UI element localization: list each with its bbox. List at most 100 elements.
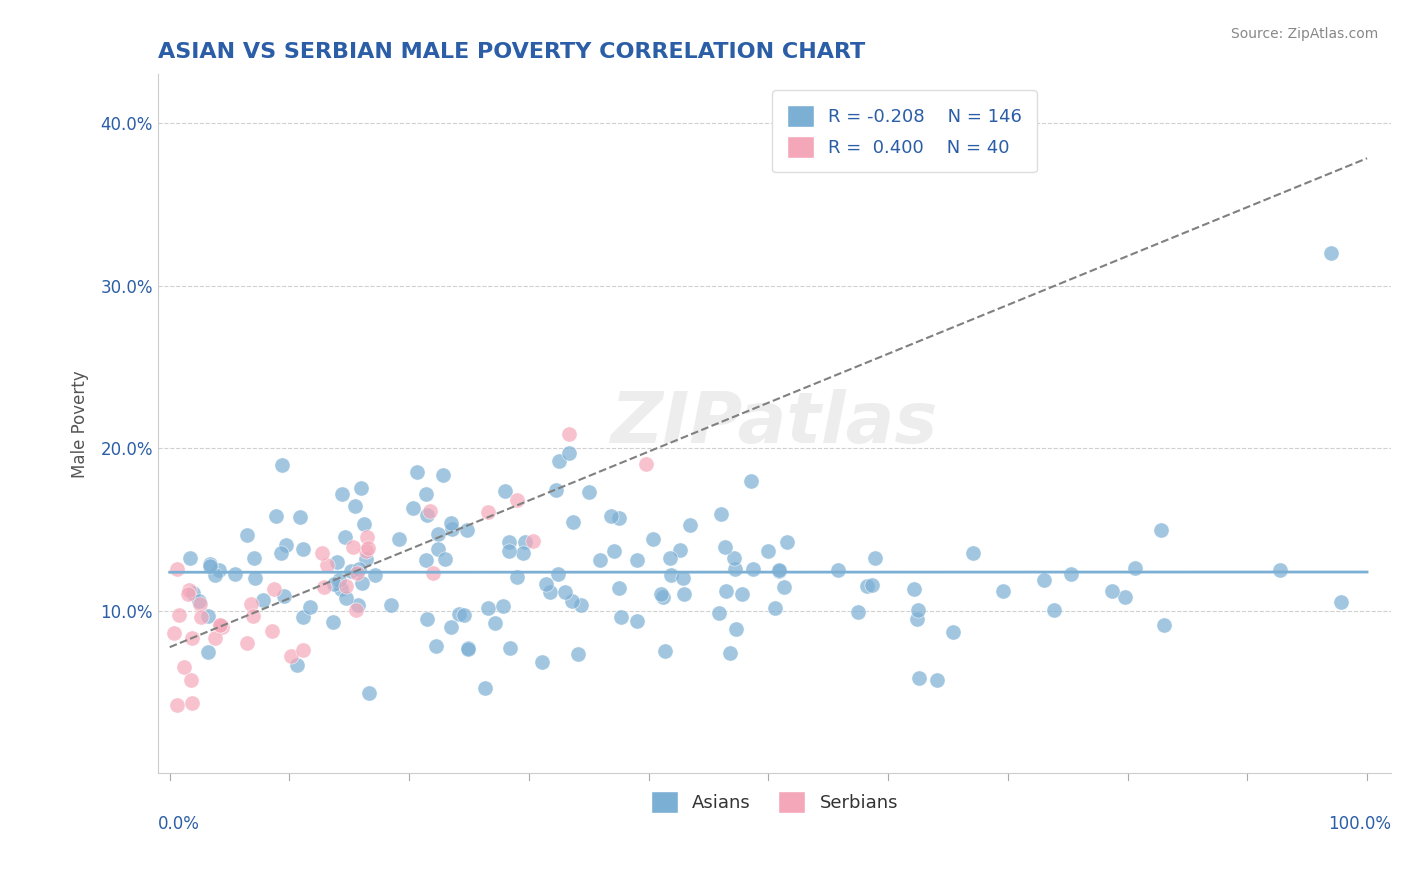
Point [659,551,682,566]
Point [1032,573,1054,587]
Point [522,533,544,548]
Point [477,601,499,615]
Point [425,639,447,653]
Point [415,487,437,501]
Point [188,597,211,611]
Point [609,609,631,624]
Point [724,622,747,636]
Point [329,582,352,597]
Point [673,587,696,601]
Point [439,516,461,531]
Point [208,563,231,577]
Point [724,562,747,576]
Point [599,508,621,523]
Point [1153,618,1175,632]
Point [499,641,522,656]
Point [240,598,263,612]
Point [506,493,529,508]
Point [402,501,425,516]
Point [343,499,366,513]
Point [494,484,516,499]
Point [197,608,219,623]
Point [714,540,737,554]
Point [426,541,449,556]
Point [498,543,520,558]
Point [353,517,375,532]
Point [315,558,337,572]
Point [288,510,311,524]
Point [292,610,315,624]
Point [359,686,381,700]
Point [440,522,463,536]
Point [1150,523,1173,537]
Point [388,532,411,546]
Point [740,474,762,488]
Point [626,553,648,567]
Point [457,642,479,657]
Point [942,624,965,639]
Point [291,541,314,556]
Point [350,575,373,590]
Point [679,518,702,533]
Text: ASIAN VS SERBIAN MALE POVERTY CORRELATION CHART: ASIAN VS SERBIAN MALE POVERTY CORRELATIO… [157,42,865,62]
Point [558,426,581,441]
Point [416,612,439,626]
Point [180,673,202,687]
Point [211,620,233,634]
Point [668,543,690,558]
Point [453,607,475,622]
Point [1268,563,1291,577]
Point [506,570,529,584]
Point [626,614,648,628]
Point [311,546,333,560]
Point [224,567,246,582]
Point [492,599,515,613]
Point [204,631,226,645]
Point [1123,560,1146,574]
Point [993,584,1015,599]
Point [718,646,741,660]
Point [651,591,673,605]
Text: ZIPatlas: ZIPatlas [610,389,938,458]
Point [546,483,568,497]
Point [330,487,353,501]
Point [326,555,349,569]
Point [561,593,583,607]
Point [588,553,610,567]
Point [730,586,752,600]
Point [1042,603,1064,617]
Point [855,579,877,593]
Point [903,582,925,596]
Point [162,626,184,640]
Point [415,553,437,567]
Point [548,454,571,468]
Point [1060,566,1083,581]
Point [235,635,257,649]
Point [484,616,506,631]
Point [569,598,592,612]
Point [756,544,779,558]
Point [477,505,499,519]
Point [768,564,790,578]
Point [723,551,745,566]
Point [562,515,585,529]
Point [187,594,209,608]
Point [356,530,378,544]
Point [335,579,357,593]
Point [380,598,402,612]
Point [177,582,200,597]
Point [260,624,283,639]
Point [204,568,226,582]
Point [659,568,682,582]
Point [235,527,257,541]
Point [863,550,886,565]
Point [474,681,496,695]
Point [962,546,984,560]
Point [515,535,537,549]
Point [350,481,373,495]
Point [243,572,266,586]
Point [354,552,377,566]
Point [433,552,456,566]
Point [177,587,200,601]
Legend: Asians, Serbians: Asians, Serbians [644,783,905,820]
